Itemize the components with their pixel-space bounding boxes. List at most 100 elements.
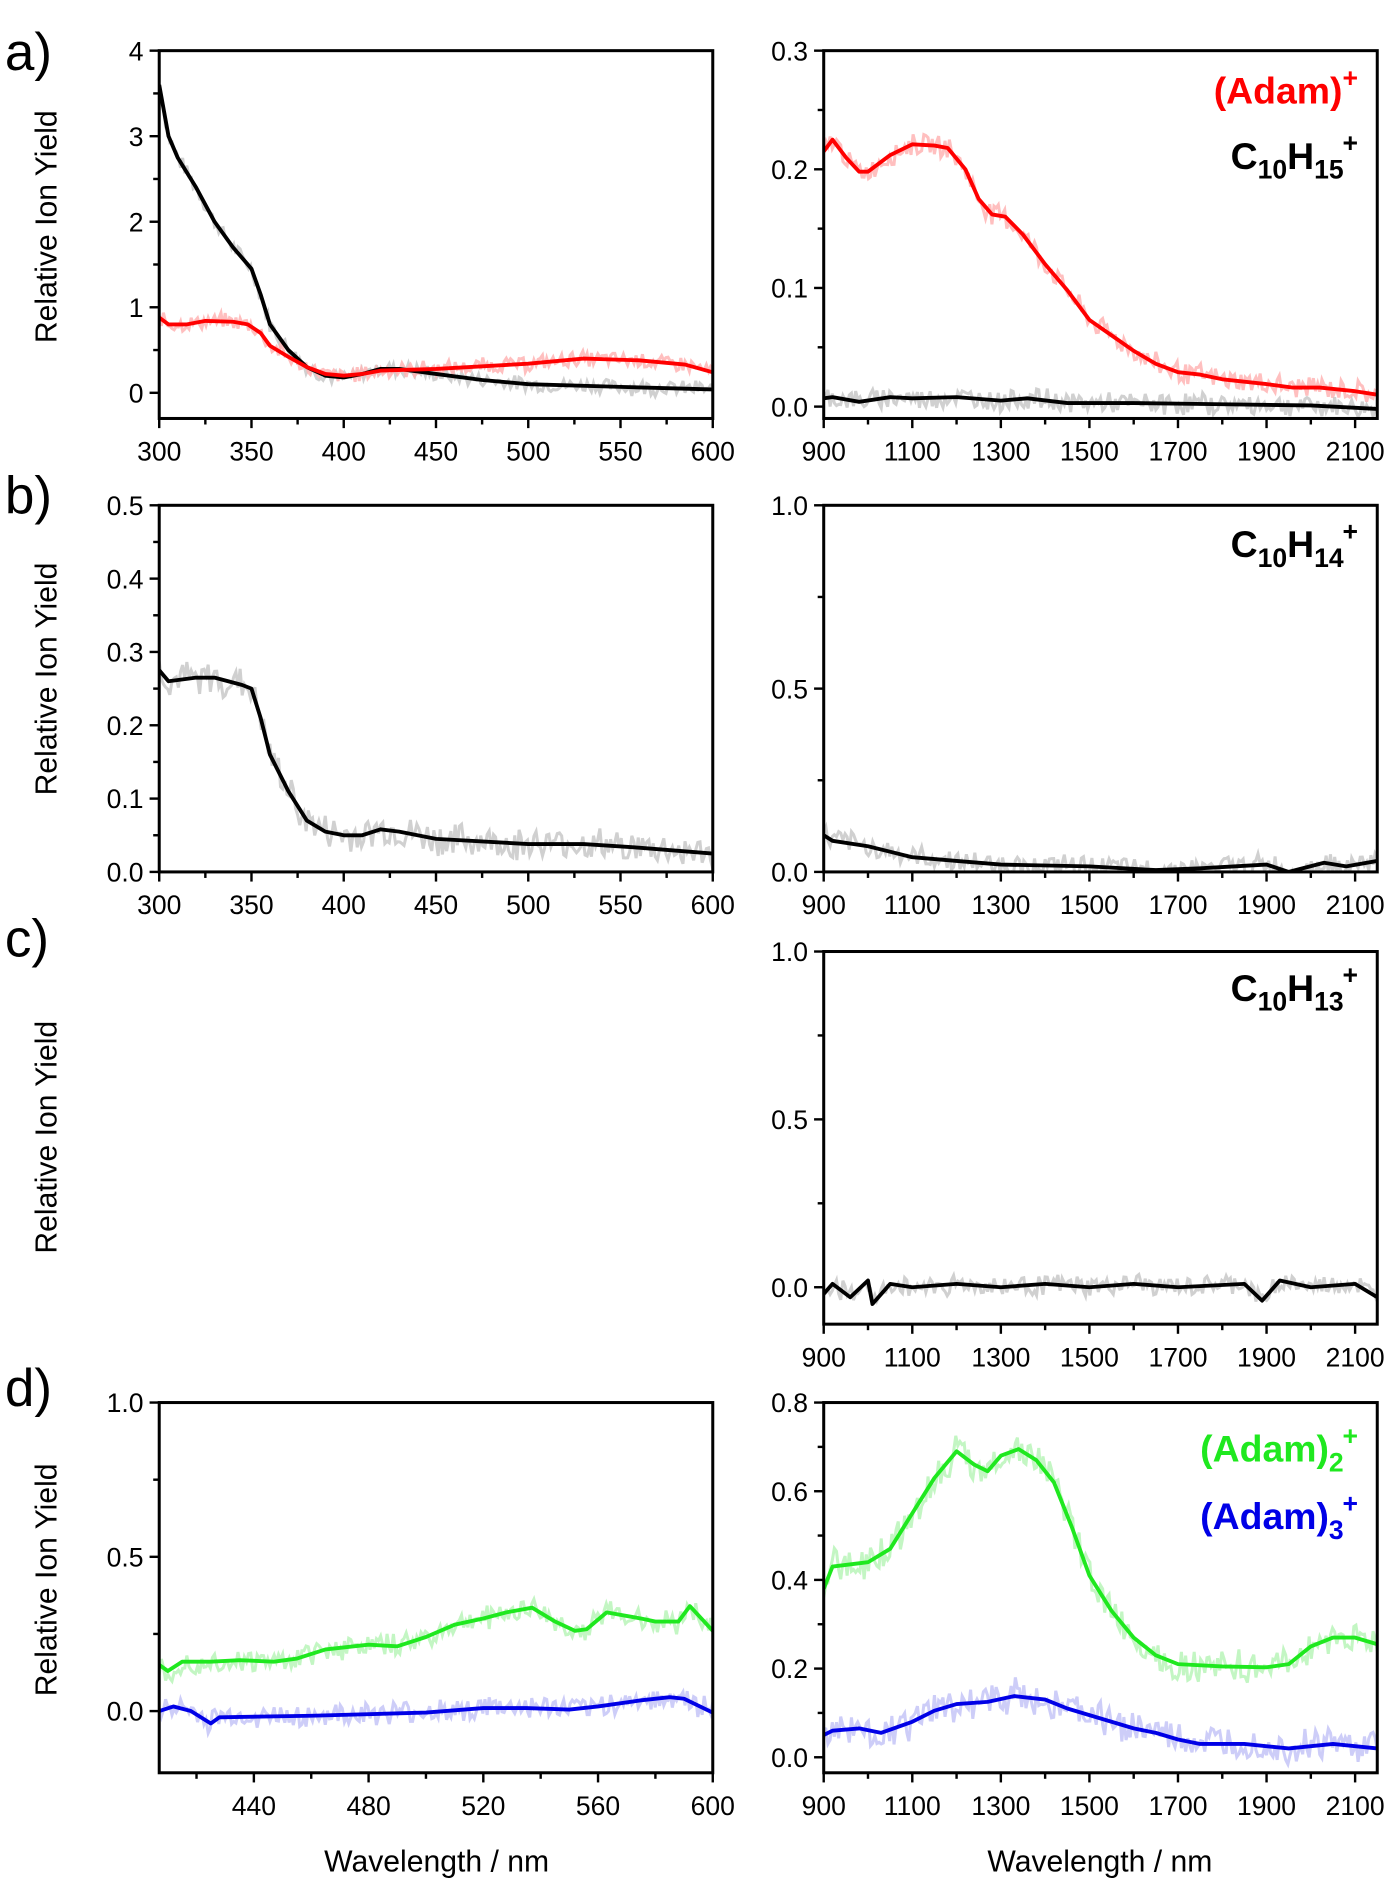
label-text: C bbox=[1231, 523, 1258, 565]
x-tick-label: 900 bbox=[802, 1791, 846, 1821]
y-tick-label: 0.2 bbox=[107, 711, 144, 741]
smoothed-trace-black bbox=[823, 1278, 1378, 1306]
x-tick-label: 1700 bbox=[1148, 1791, 1207, 1821]
series-group bbox=[823, 1270, 1378, 1306]
y-tick-label: 3 bbox=[129, 122, 144, 152]
y-axis-title-c: Relative Ion Yield bbox=[31, 1021, 64, 1254]
smoothed-trace-blue bbox=[159, 1695, 713, 1726]
subscript: 15 bbox=[1314, 154, 1344, 184]
series-group bbox=[159, 661, 713, 869]
x-tick-label: 1500 bbox=[1060, 437, 1119, 467]
label-text: H bbox=[1287, 967, 1314, 1009]
y-tick-label: 0.6 bbox=[771, 1477, 808, 1507]
superscript: + bbox=[1342, 128, 1358, 158]
x-tick-label: 350 bbox=[229, 437, 273, 467]
y-tick-label: 0.5 bbox=[107, 1542, 144, 1572]
x-tick-label: 1300 bbox=[971, 890, 1030, 920]
series-group bbox=[159, 84, 713, 401]
y-tick-label: 0.0 bbox=[771, 858, 808, 888]
smoothed-trace-black bbox=[823, 833, 1378, 872]
subscript: 13 bbox=[1314, 987, 1344, 1017]
x-tick-label: 600 bbox=[691, 1791, 735, 1821]
y-tick-label: 1 bbox=[129, 293, 144, 323]
raw-trace-black bbox=[159, 84, 713, 401]
subscript: 14 bbox=[1314, 543, 1344, 573]
x-tick-label: 900 bbox=[802, 437, 846, 467]
label-text: C bbox=[1231, 967, 1258, 1009]
x-tick-label: 1100 bbox=[884, 1342, 941, 1372]
x-tick-label: 520 bbox=[461, 1791, 505, 1821]
panel-c-right: 900 1100 1300 1500 1700 1900 2100 0.0 0.5 1.0 C10H… bbox=[771, 937, 1384, 1372]
x-tick-label: 2100 bbox=[1326, 1342, 1385, 1372]
x-tick-label: 550 bbox=[598, 437, 642, 467]
superscript: + bbox=[1342, 1421, 1358, 1451]
subscript: 2 bbox=[1329, 1447, 1344, 1477]
x-tick-label: 1900 bbox=[1237, 437, 1296, 467]
plot-frame bbox=[157, 1401, 715, 1775]
panel-letter-b: b) bbox=[5, 467, 52, 526]
superscript: + bbox=[1342, 960, 1358, 990]
legend-label-blue: (Adam)3+ bbox=[1200, 1488, 1358, 1545]
label-text: (Adam) bbox=[1200, 1428, 1329, 1470]
y-tick-label: 1.0 bbox=[771, 491, 808, 521]
smoothed-trace-black bbox=[823, 395, 1378, 411]
x-tick-label: 1300 bbox=[971, 1791, 1030, 1821]
label-text: (Adam) bbox=[1214, 70, 1343, 112]
smoothed-trace-black bbox=[159, 84, 713, 392]
y-tick-label: 4 bbox=[129, 36, 144, 66]
x-tick-label: 600 bbox=[691, 437, 735, 467]
panel-a-left: 300 350 400 450 500 550 600 0 1 2 3 4 bbox=[129, 36, 735, 466]
y-tick-label: 0.4 bbox=[107, 564, 144, 594]
x-tick-label: 500 bbox=[506, 437, 550, 467]
x-tick-label: 1500 bbox=[1060, 1791, 1119, 1821]
y-tick-label: 0.5 bbox=[771, 674, 808, 704]
y-tick-label: 1.0 bbox=[771, 937, 808, 967]
y-tick-label: 0.2 bbox=[771, 155, 808, 185]
panel-b-right: 900 1100 1300 1500 1700 1900 2100 0.0 0.5 1.0 C10H… bbox=[771, 491, 1384, 920]
smoothed-trace-green bbox=[159, 1604, 713, 1673]
subscript: 10 bbox=[1258, 987, 1288, 1017]
x-tick-label: 440 bbox=[232, 1791, 276, 1821]
raw-trace-green bbox=[159, 1594, 713, 1685]
series-group bbox=[159, 1594, 713, 1739]
x-tick-label: 1500 bbox=[1060, 1342, 1119, 1372]
x-tick-label: 1700 bbox=[1148, 890, 1207, 920]
smoothed-trace-black bbox=[159, 669, 713, 856]
y-tick-label: 0.2 bbox=[771, 1654, 808, 1684]
panel-d-left: 440 480 520 560 600 0.0 0.5 1.0 bbox=[107, 1388, 735, 1821]
y-tick-label: 0.0 bbox=[107, 1697, 144, 1727]
y-tick-label: 0.0 bbox=[771, 1273, 808, 1303]
x-tick-label: 1700 bbox=[1148, 437, 1207, 467]
subscript: 10 bbox=[1258, 543, 1288, 573]
y-axis-title-b: Relative Ion Yield bbox=[31, 563, 64, 796]
y-tick-label: 0.5 bbox=[107, 491, 144, 521]
label-text: H bbox=[1287, 523, 1314, 565]
y-tick-label: 0 bbox=[129, 378, 144, 408]
x-tick-label: 600 bbox=[691, 890, 735, 920]
label-text: H bbox=[1287, 135, 1314, 177]
x-tick-label: 560 bbox=[576, 1791, 620, 1821]
y-tick-label: 0.3 bbox=[771, 36, 808, 66]
x-tick-label: 1900 bbox=[1237, 1791, 1296, 1821]
superscript: + bbox=[1342, 516, 1358, 546]
y-tick-label: 0.4 bbox=[771, 1566, 808, 1596]
y-tick-label: 2 bbox=[129, 207, 144, 237]
x-tick-label: 1300 bbox=[971, 437, 1030, 467]
legend-label-black: C10H14+ bbox=[1231, 516, 1358, 573]
y-tick-label: 0.0 bbox=[107, 858, 144, 888]
y-tick-label: 0.3 bbox=[107, 638, 144, 668]
x-tick-label: 1900 bbox=[1237, 890, 1296, 920]
smoothed-trace-blue bbox=[823, 1694, 1378, 1751]
x-tick-label: 480 bbox=[346, 1791, 390, 1821]
legend-label-black: C10H15+ bbox=[1231, 128, 1358, 185]
x-tick-label: 500 bbox=[506, 890, 550, 920]
smoothed-trace-red bbox=[823, 137, 1378, 397]
series-group bbox=[823, 1435, 1378, 1769]
smoothed-trace-red bbox=[159, 315, 713, 378]
series-group bbox=[823, 821, 1378, 872]
panel-letter-a: a) bbox=[5, 23, 52, 82]
y-tick-label: 0.0 bbox=[771, 392, 808, 422]
x-tick-label: 2100 bbox=[1326, 1791, 1385, 1821]
y-tick-label: 0.0 bbox=[771, 1743, 808, 1773]
